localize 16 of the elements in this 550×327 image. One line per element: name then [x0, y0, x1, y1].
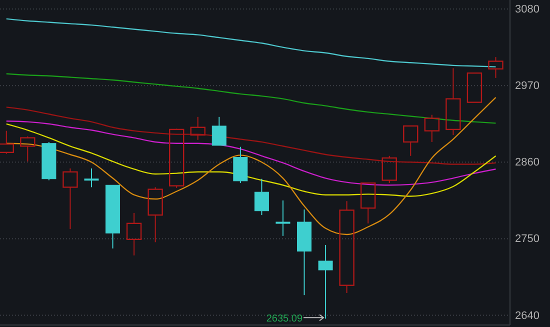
line-series — [6, 120, 496, 186]
y-tick-label: 2640 — [515, 310, 540, 322]
candlestick — [339, 200, 354, 294]
candlestick — [254, 178, 269, 216]
line-series — [6, 123, 496, 197]
candlestick — [190, 116, 206, 140]
candlestick — [276, 200, 290, 236]
y-tick-label: 2970 — [515, 80, 540, 92]
annotation: 2635.09 — [266, 314, 303, 325]
candlestick — [318, 244, 333, 320]
candlestick — [446, 68, 461, 136]
candlestick — [126, 212, 142, 256]
y-tick-label: 2750 — [515, 233, 540, 246]
y-tick-label: 3080 — [515, 4, 540, 16]
candlestick — [297, 208, 312, 296]
y-tick-label: 2860 — [515, 156, 540, 169]
